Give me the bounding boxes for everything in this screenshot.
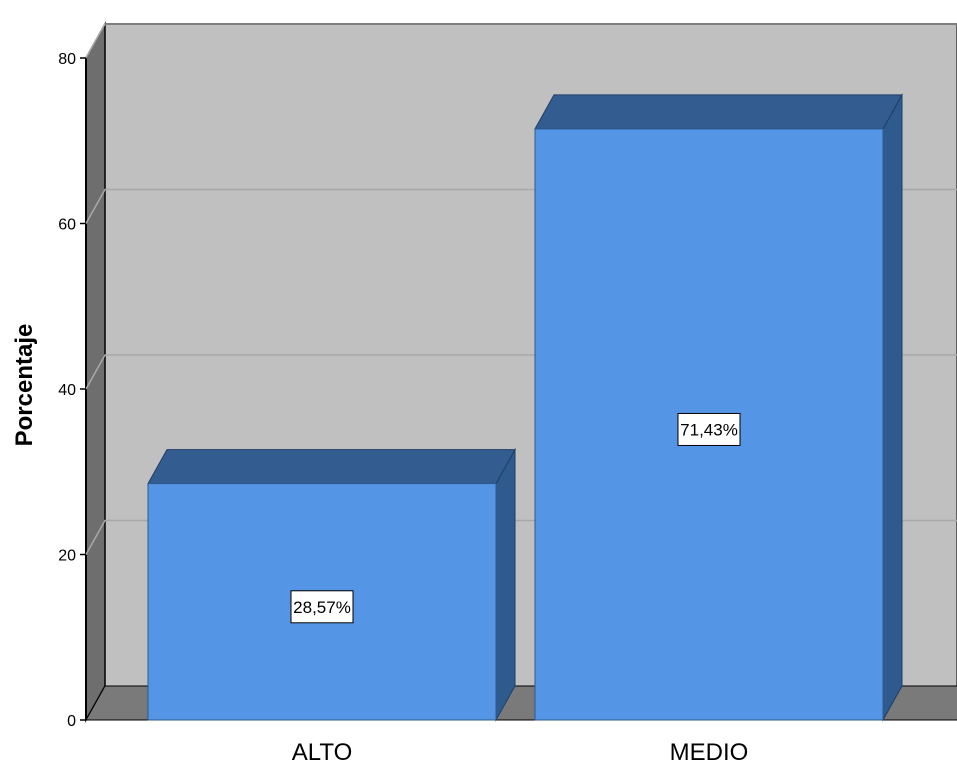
data-label-text: 28,57% xyxy=(293,598,351,617)
data-label-text: 71,43% xyxy=(680,420,738,439)
x-axis: ALTO MEDIO xyxy=(292,739,749,765)
data-label: 28,57% xyxy=(290,590,354,624)
y-tick-label: 40 xyxy=(58,382,76,399)
y-tick-label: 80 xyxy=(58,51,76,68)
y-tick-label: 60 xyxy=(58,217,76,234)
y-tick-label: 20 xyxy=(58,548,76,565)
x-category-label: ALTO xyxy=(292,739,352,765)
bars: 28,57% 71,43% xyxy=(147,92,903,722)
bar-side-face xyxy=(882,92,903,722)
gridline xyxy=(85,23,957,59)
bar-medio: 71,43% xyxy=(534,92,903,722)
bar-side-face xyxy=(495,447,516,722)
bar-top-face xyxy=(147,449,516,485)
x-category-label: MEDIO xyxy=(670,739,749,765)
y-axis-title: Porcentaje xyxy=(11,324,38,447)
bar-top-face xyxy=(534,94,903,130)
y-tick-label: 0 xyxy=(67,713,76,730)
y-axis: 0 20 40 60 80 xyxy=(58,51,86,730)
data-label: 71,43% xyxy=(677,412,741,446)
data-label-box xyxy=(677,412,741,446)
bar-alto: 28,57% xyxy=(147,447,516,722)
data-label-box xyxy=(290,590,354,624)
